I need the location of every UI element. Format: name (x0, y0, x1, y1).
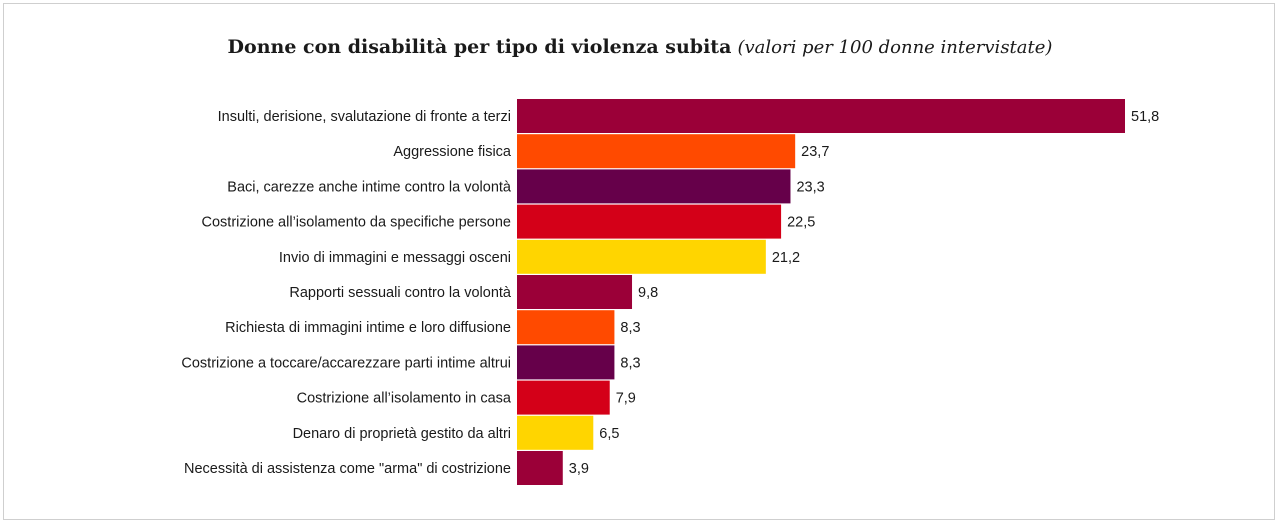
bar-11 (517, 451, 563, 485)
bar-8 (517, 345, 615, 380)
value-label-4: 22,5 (787, 215, 815, 231)
category-label-4: Costrizione all’isolamento da specifiche… (202, 215, 512, 231)
value-label-2: 23,7 (801, 144, 829, 160)
value-label-1: 51,8 (1131, 109, 1159, 125)
chart-subtitle: (valori per 100 donne intervistate) (737, 37, 1053, 58)
value-label-9: 7,9 (616, 391, 636, 407)
bar-4 (517, 204, 782, 239)
value-label-10: 6,5 (599, 426, 619, 442)
value-label-5: 21,2 (772, 250, 800, 266)
bar-1 (517, 99, 1125, 133)
value-label-3: 23,3 (796, 179, 824, 195)
bar-3 (517, 169, 791, 204)
bar-7 (517, 310, 615, 345)
bar-5 (517, 239, 766, 274)
category-label-11: Necessità di assistenza come "arma" di c… (184, 461, 511, 477)
category-label-3: Baci, carezze anche intime contro la vol… (227, 179, 512, 195)
category-label-10: Denaro di proprietà gestito da altri (293, 426, 511, 442)
bar-6 (517, 275, 633, 309)
value-label-8: 8,3 (620, 355, 640, 371)
category-label-6: Rapporti sessuali contro la volontà (289, 285, 512, 301)
value-label-7: 8,3 (620, 320, 640, 336)
category-label-5: Invio di immagini e messaggi osceni (279, 250, 511, 266)
chart-title: Donne con disabilità per tipo di violenz… (0, 36, 1280, 58)
bar-10 (517, 415, 594, 450)
category-label-7: Richiesta di immagini intime e loro diff… (225, 320, 511, 336)
bar-2 (517, 134, 796, 169)
category-label-9: Costrizione all’isolamento in casa (297, 391, 512, 407)
chart-title-text: Donne con disabilità per tipo di violenz… (227, 36, 732, 58)
bar-9 (517, 380, 610, 415)
value-label-6: 9,8 (638, 285, 658, 301)
category-label-2: Aggressione fisica (393, 144, 512, 160)
category-label-1: Insulti, derisione, svalutazione di fron… (218, 109, 511, 125)
value-label-11: 3,9 (569, 461, 589, 477)
category-label-8: Costrizione a toccare/accarezzare parti … (181, 355, 511, 371)
